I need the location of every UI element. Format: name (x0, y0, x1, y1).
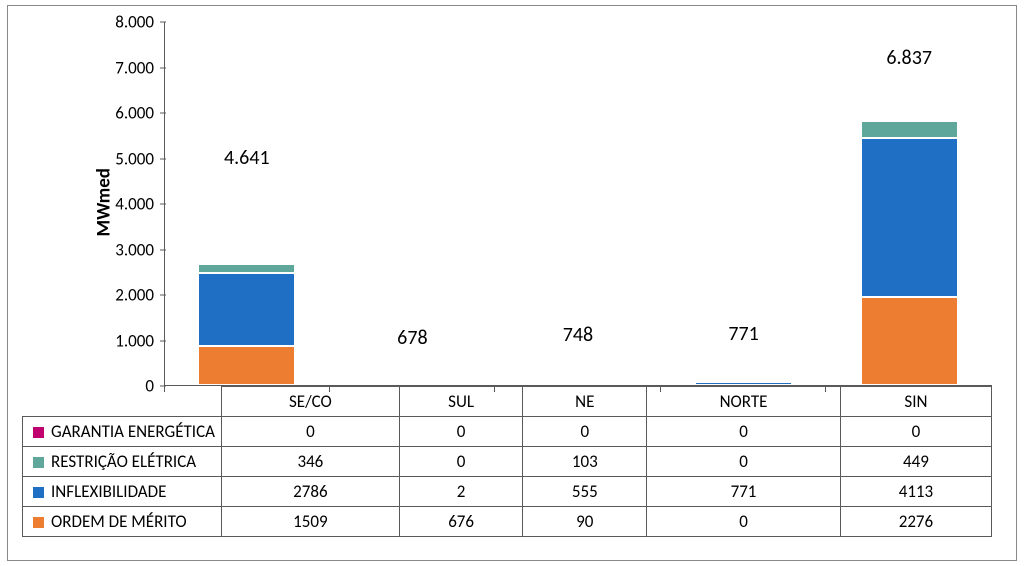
y-tick-label: 6.000 (115, 103, 164, 124)
legend-label: INFLEXIBILIDADE (51, 481, 166, 502)
x-axis-line (164, 385, 992, 386)
bar-segment (198, 346, 295, 385)
legend-swatch (33, 457, 44, 468)
y-tick: 7.000 (94, 57, 164, 78)
data-cell: 2 (399, 477, 523, 507)
bar-total-label: 748 (563, 323, 593, 347)
y-tick-label: 3.000 (115, 239, 164, 260)
data-cell: 0 (647, 447, 841, 477)
y-tick-label: 8.000 (115, 12, 164, 33)
y-tick-label: 7.000 (115, 57, 164, 78)
legend-swatch (33, 487, 44, 498)
table-row: ORDEM DE MÉRITO 15096769002276 (23, 507, 992, 537)
bars-area: 4.641 678 748 771 6.837 (164, 22, 992, 386)
data-cell: 2276 (840, 507, 991, 537)
legend-swatch (33, 517, 44, 528)
table-row: INFLEXIBILIDADE 278625557714113 (23, 477, 992, 507)
data-table: SE/COSULNENORTESINGARANTIA ENERGÉTICA000… (22, 386, 992, 537)
category-header: NE (523, 387, 647, 417)
y-tick: 0 (94, 376, 164, 397)
category-header: NORTE (647, 387, 841, 417)
data-cell: 1509 (222, 507, 400, 537)
data-cell: 90 (523, 507, 647, 537)
y-tick: 3.000 (94, 239, 164, 260)
y-tick-label: 2.000 (115, 285, 164, 306)
bar-segment (861, 138, 958, 297)
data-cell: 0 (222, 417, 400, 447)
bar-slot: 678 (330, 22, 496, 386)
plot-area: MWmed 01.0002.0003.0004.0005.0006.0007.0… (164, 22, 992, 386)
table-row: RESTRIÇÃO ELÉTRICA34601030449 (23, 447, 992, 477)
y-tick-label: 5.000 (115, 148, 164, 169)
data-cell: 4113 (840, 477, 991, 507)
y-tick: 8.000 (94, 12, 164, 33)
bar-stack: 748 (528, 352, 627, 386)
data-cell: 2786 (222, 477, 400, 507)
bar-stack: 771 (694, 351, 793, 386)
bar-slot: 4.641 (164, 22, 330, 386)
legend-label: ORDEM DE MÉRITO (51, 511, 187, 532)
data-cell: 676 (399, 507, 523, 537)
data-cell: 0 (840, 417, 991, 447)
data-cell: 0 (647, 507, 841, 537)
data-cell: 0 (399, 447, 523, 477)
bar-slot: 748 (495, 22, 661, 386)
data-cell: 0 (647, 417, 841, 447)
data-cell: 449 (840, 447, 991, 477)
bar-total-label: 4.641 (224, 146, 270, 170)
y-tick-label: 1.000 (115, 330, 164, 351)
y-tick: 5.000 (94, 148, 164, 169)
bar-total-label: 771 (728, 322, 758, 346)
data-cell: 555 (523, 477, 647, 507)
bar-total-label: 6.837 (886, 46, 932, 70)
y-tick: 6.000 (94, 103, 164, 124)
data-cell: 346 (222, 447, 400, 477)
category-header: SUL (399, 387, 523, 417)
bar-slot: 6.837 (826, 22, 992, 386)
legend-cell: RESTRIÇÃO ELÉTRICA (23, 447, 222, 477)
y-axis: 01.0002.0003.0004.0005.0006.0007.0008.00… (94, 22, 164, 386)
bar-stack: 678 (363, 355, 462, 386)
y-tick: 2.000 (94, 285, 164, 306)
data-cell: 771 (647, 477, 841, 507)
bar-slot: 771 (661, 22, 827, 386)
bar-segment (861, 297, 958, 385)
y-tick: 4.000 (94, 194, 164, 215)
bar-stack: 4.641 (197, 175, 296, 386)
legend-swatch (33, 427, 44, 438)
table-header-row: SE/COSULNENORTESIN (23, 387, 992, 417)
chart-container: MWmed 01.0002.0003.0004.0005.0006.0007.0… (7, 5, 1017, 561)
data-cell: 0 (523, 417, 647, 447)
legend-label: RESTRIÇÃO ELÉTRICA (51, 451, 196, 472)
table-row: GARANTIA ENERGÉTICA00000 (23, 417, 992, 447)
legend-cell: INFLEXIBILIDADE (23, 477, 222, 507)
y-tick: 1.000 (94, 330, 164, 351)
category-header: SE/CO (222, 387, 400, 417)
y-tick-label: 4.000 (115, 194, 164, 215)
legend-cell: ORDEM DE MÉRITO (23, 507, 222, 537)
bar-segment (861, 121, 958, 138)
category-header: SIN (840, 387, 991, 417)
data-cell: 0 (399, 417, 523, 447)
bar-segment (198, 273, 295, 346)
legend-label: GARANTIA ENERGÉTICA (51, 421, 215, 442)
bar-total-label: 678 (397, 326, 427, 350)
legend-cell: GARANTIA ENERGÉTICA (23, 417, 222, 447)
bar-segment (198, 264, 295, 273)
bar-stack: 6.837 (860, 75, 959, 386)
data-cell: 103 (523, 447, 647, 477)
